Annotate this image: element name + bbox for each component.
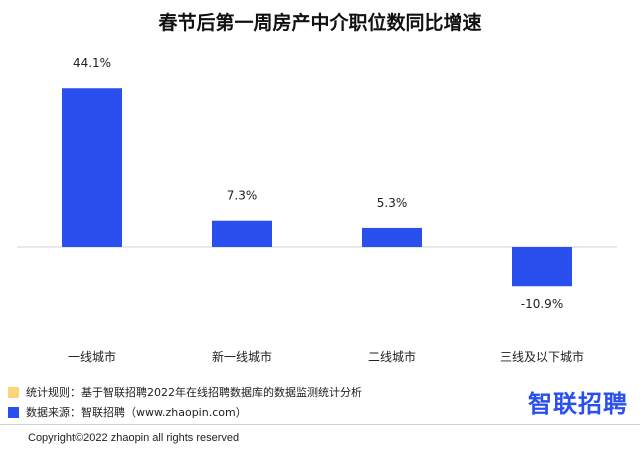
copyright-text: Copyright©2022 zhaopin all rights reserv…: [28, 432, 240, 444]
chart-title: 春节后第一周房产中介职位数同比增速: [158, 12, 482, 34]
bar: [362, 227, 422, 247]
x-tick-label: 三线及以下城市: [500, 349, 584, 364]
legend-rule-swatch: [8, 386, 19, 398]
x-tick-label: 一线城市: [68, 349, 116, 364]
legend-source-text: 数据来源：智联招聘（www.zhaopin.com）: [26, 406, 247, 419]
footer-divider: [0, 424, 640, 425]
data-label: 44.1%: [73, 56, 111, 70]
bar: [512, 247, 572, 287]
legend-source-swatch: [8, 406, 19, 418]
legend-rule-text: 统计规则：基于智联招聘2022年在线招聘数据库的数据监测统计分析: [26, 386, 362, 399]
bar: [212, 220, 272, 247]
data-label: 5.3%: [377, 196, 408, 210]
legend-rule: 统计规则：基于智联招聘2022年在线招聘数据库的数据监测统计分析: [8, 384, 362, 400]
data-label: 7.3%: [227, 189, 258, 203]
zhaopin-logo: 智联招聘: [528, 390, 628, 418]
bar: [62, 88, 122, 247]
x-tick-label: 新一线城市: [212, 349, 272, 364]
x-tick-label: 二线城市: [368, 349, 416, 364]
bar-chart: 44.1% 一线城市 7.3% 新一线城市 5.3% 二线城市 -10.9% 三线及以下城市: [17, 56, 617, 364]
data-label: -10.9%: [521, 297, 563, 311]
legend-source: 数据来源：智联招聘（www.zhaopin.com）: [8, 404, 247, 420]
